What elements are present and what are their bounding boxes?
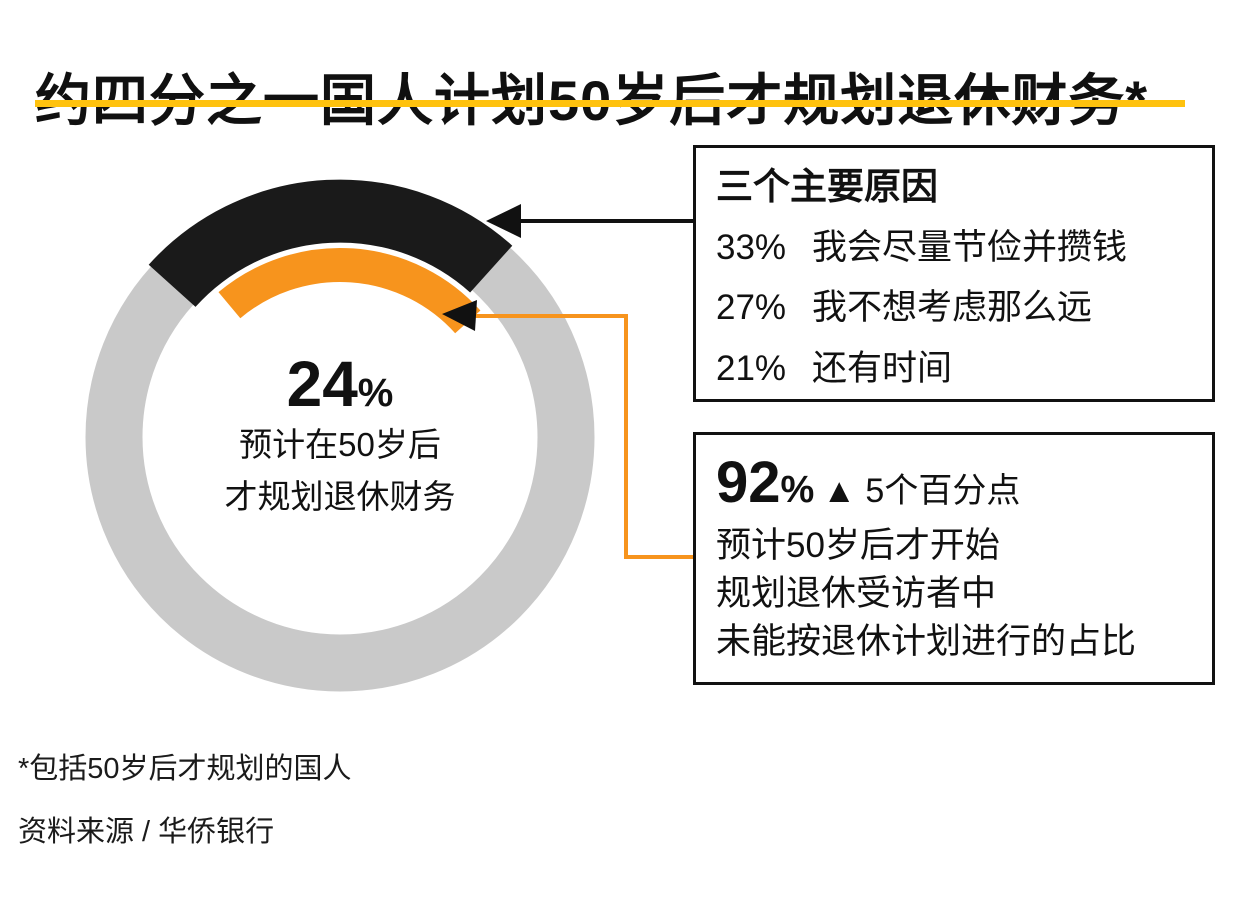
footnote-source: 资料来源 / 华侨银行 — [18, 815, 275, 848]
reason-row-1: 33% 我会尽量节俭并攒钱 — [716, 218, 1192, 278]
donut-center-label: 24% 预计在50岁后 才规划退休财务 — [175, 352, 505, 519]
stat-line-3: 未能按退休计划进行的占比 — [716, 621, 1137, 661]
reason-1-text: 我会尽量节俭并攒钱 — [812, 228, 1128, 268]
donut-label-line1: 预计在50岁后 — [239, 426, 441, 463]
reason-3-percent: 21% — [716, 348, 787, 388]
stat-value-number: 92 — [716, 450, 781, 515]
footnotes: *包括50岁后才规划的国人 资料来源 / 华侨银行 — [18, 752, 352, 850]
donut-arc-black-24pct — [148, 179, 513, 308]
stat-line-2: 规划退休受访者中 — [716, 573, 997, 613]
reason-2-text: 我不想考虑那么远 — [812, 288, 1093, 328]
stat-headline: 92% ▲ 5个百分点 — [716, 449, 1192, 516]
donut-percent-sign: % — [357, 371, 394, 415]
stat-delta: ▲ 5个百分点 — [822, 472, 1021, 510]
stat-line-1: 预计50岁后才开始 — [716, 526, 1000, 565]
reasons-box: 三个主要原因 33% 我会尽量节俭并攒钱 27% 我不想考虑那么远 21% 还有时间 — [693, 145, 1215, 402]
donut-arc-orange — [218, 248, 481, 334]
reasons-box-title: 三个主要原因 — [716, 166, 938, 207]
reason-2-percent: 27% — [716, 288, 787, 328]
donut-value-number: 24 — [286, 348, 358, 420]
reason-3-text: 还有时间 — [812, 348, 953, 388]
stat-box: 92% ▲ 5个百分点 预计50岁后才开始 规划退休受访者中 未能按退休计划进行的… — [693, 432, 1215, 685]
donut-value: 24% — [175, 352, 505, 416]
reason-1-percent: 33% — [716, 228, 787, 268]
stat-percent-sign: % — [780, 469, 815, 511]
title-underline — [35, 100, 1185, 107]
footnote-note: *包括50岁后才规划的国人 — [18, 753, 352, 785]
donut-label-line2: 才规划退休财务 — [224, 477, 456, 515]
reason-row-3: 21% 还有时间 — [716, 339, 1192, 399]
page-title: 约四分之一国人计划50岁后才规划退休财务* — [35, 68, 1149, 132]
reason-row-2: 27% 我不想考虑那么远 — [716, 278, 1192, 338]
